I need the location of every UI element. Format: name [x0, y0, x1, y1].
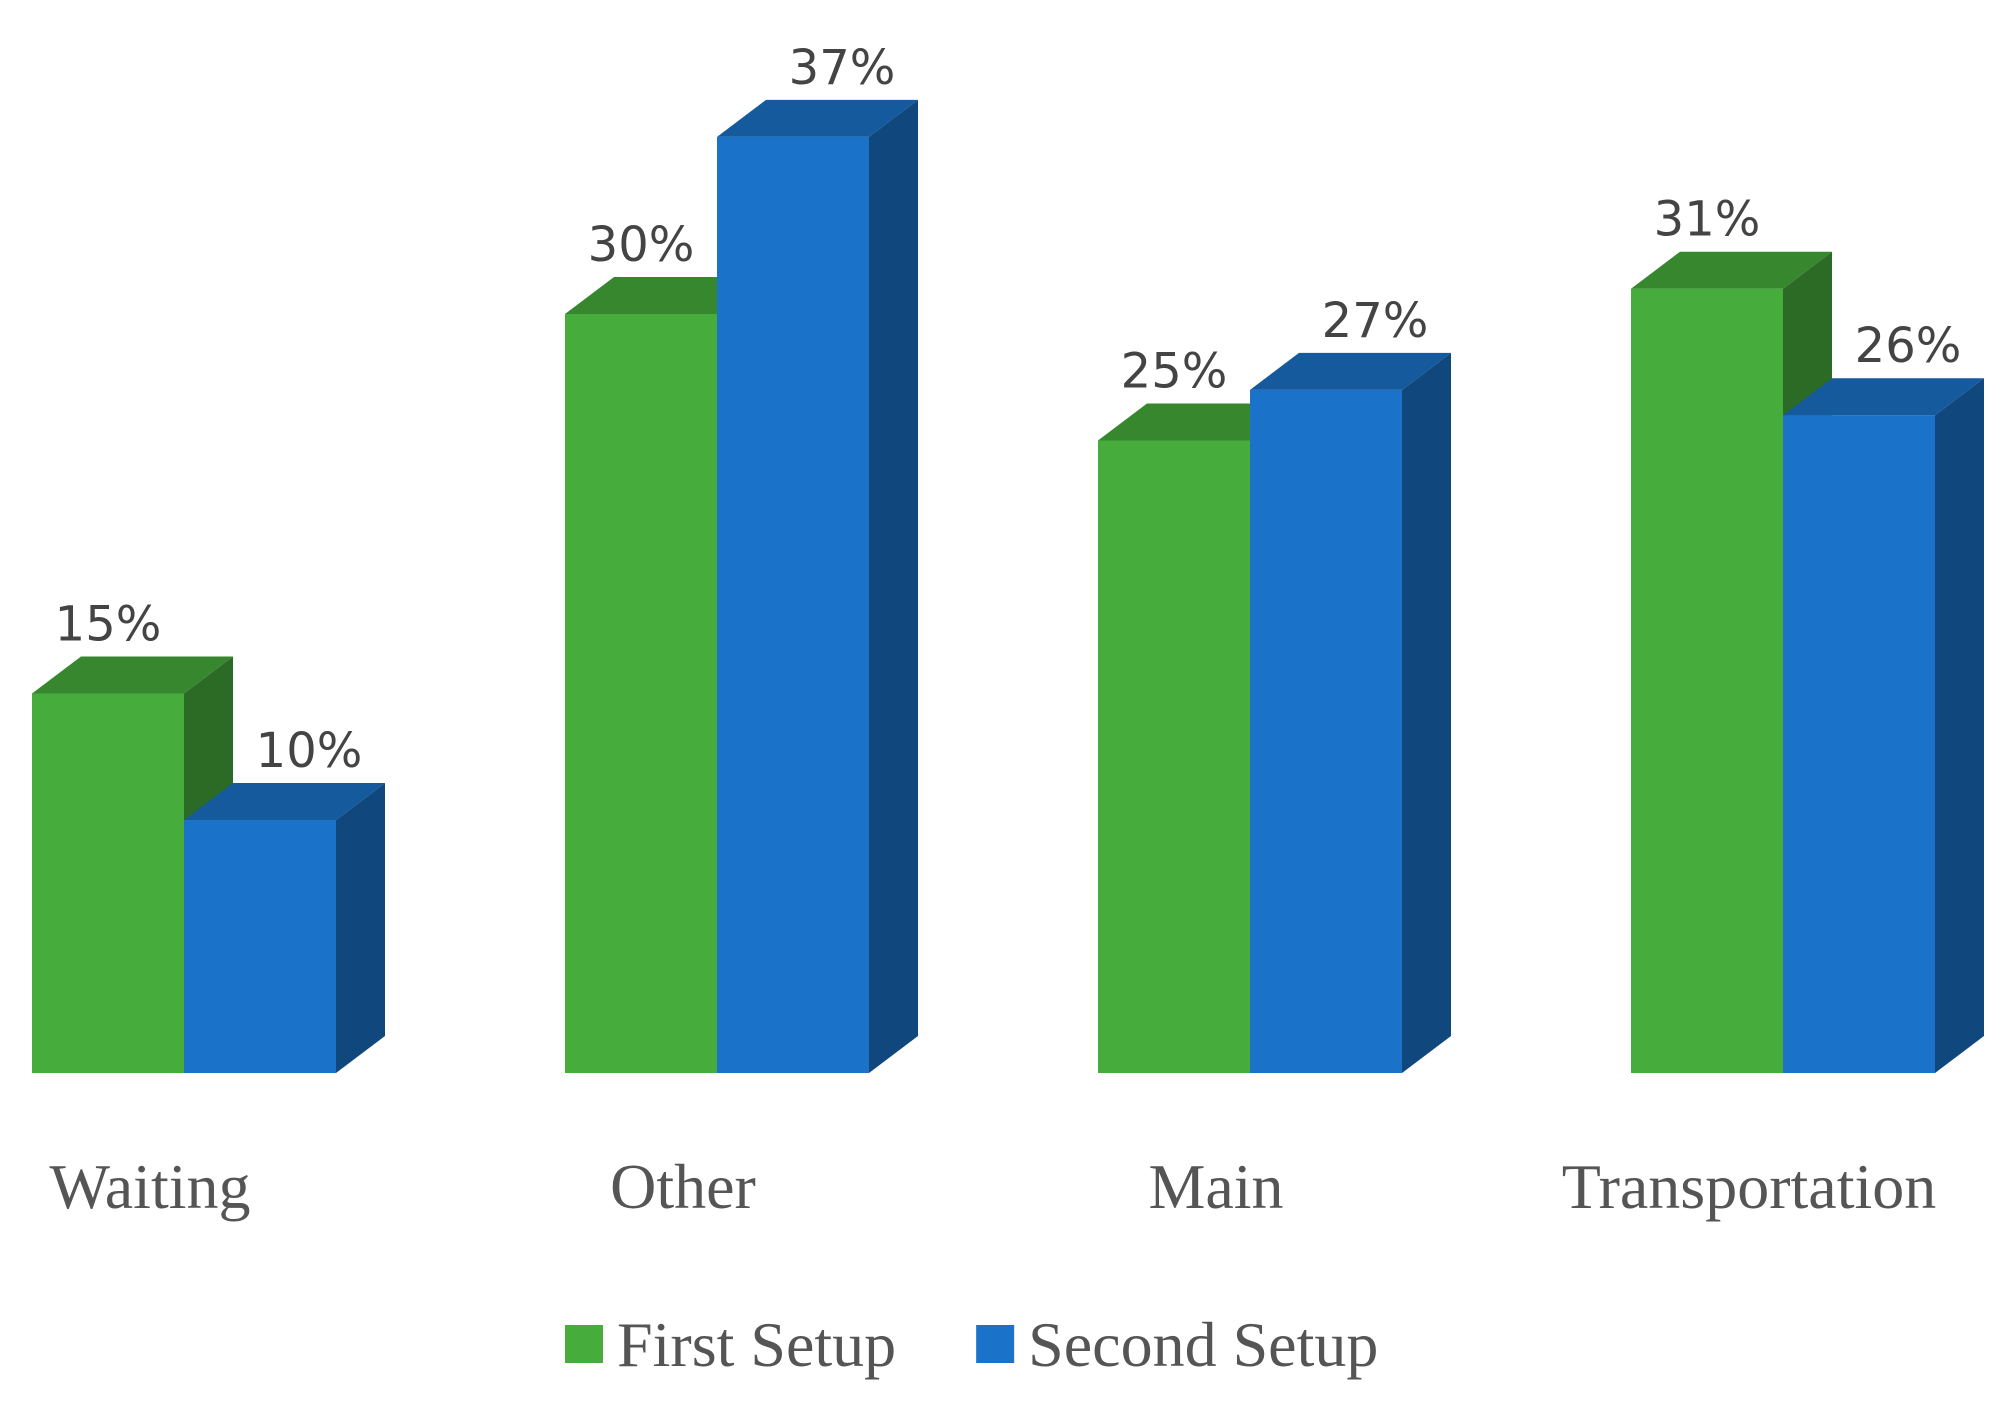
bar-side: [869, 99, 918, 1073]
value-label: 37%: [789, 40, 896, 96]
bar: [1783, 415, 1935, 1073]
value-label: 31%: [1654, 192, 1761, 248]
bar-top: [1631, 251, 1832, 289]
value-label: 25%: [1121, 344, 1228, 400]
value-label: 30%: [588, 217, 695, 273]
legend-label: Second Setup: [1028, 1309, 1378, 1380]
bar-side: [1402, 352, 1451, 1073]
bar-top: [1783, 378, 1984, 416]
x-tick-label: Other: [610, 1151, 756, 1222]
bar: [32, 693, 184, 1073]
bar-side: [336, 783, 385, 1073]
bar: [717, 136, 869, 1073]
x-tick-label: Main: [1148, 1151, 1283, 1222]
value-label: 26%: [1855, 318, 1962, 374]
bar: [1250, 389, 1402, 1073]
value-label: 15%: [55, 597, 162, 653]
legend-swatch: [565, 1325, 603, 1363]
bar-top: [1098, 403, 1299, 441]
bar-top: [717, 99, 918, 137]
bar-top: [1250, 352, 1451, 390]
bar: [184, 820, 336, 1073]
legend-swatch: [976, 1325, 1015, 1363]
value-label: 10%: [256, 723, 363, 779]
bar: [1631, 288, 1783, 1073]
bar: [565, 314, 717, 1073]
bar: [1098, 440, 1250, 1073]
x-tick-label: Transportation: [1562, 1151, 1937, 1222]
bar-side: [1935, 378, 1984, 1073]
x-tick-label: Waiting: [49, 1151, 250, 1222]
legend-label: First Setup: [617, 1309, 896, 1380]
bar-top: [565, 277, 766, 314]
value-label: 27%: [1322, 293, 1429, 349]
bar-top: [32, 656, 233, 694]
bar-top: [184, 783, 385, 820]
